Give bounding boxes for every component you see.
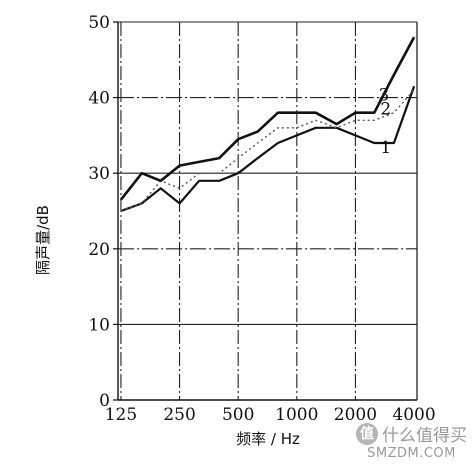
watermark-text: 什么值得买 (382, 426, 467, 446)
series-line-3 (119, 36, 416, 201)
x-tick-label: 250 (163, 405, 195, 425)
axes (113, 21, 418, 401)
series-line-1 (120, 85, 416, 213)
watermark: 值 什么值得买 SMZDM.COM (356, 421, 467, 461)
x-tick-label: 1000 (275, 405, 318, 425)
x-tick-label: 4000 (392, 405, 435, 425)
watermark-domain: SMZDM.COM (367, 446, 456, 461)
series-label-1: 1 (380, 138, 391, 158)
series-line-2 (120, 89, 415, 212)
x-tick-label: 2000 (334, 405, 377, 425)
y-tick-label: 0 (99, 391, 110, 411)
series-label-3: 3 (378, 86, 389, 106)
y-tick-label: 20 (88, 240, 110, 260)
series-label-2: 2 (380, 99, 391, 119)
y-tick-label: 40 (88, 89, 110, 109)
x-tick-label: 125 (105, 405, 137, 425)
grid (118, 21, 417, 400)
y-axis-title: 隔声量/dB (34, 205, 52, 275)
watermark-logo-icon: 值 (356, 422, 378, 445)
y-tick-label: 30 (88, 164, 110, 184)
x-tick-label: 500 (222, 405, 254, 425)
series-layer (119, 36, 416, 213)
y-tick-label: 10 (88, 315, 110, 335)
y-tick-label: 50 (88, 13, 110, 33)
tick-labels: 0 10 20 30 40 50 125 250 500 1000 2000 4000 (88, 13, 435, 425)
x-axis-title: 频率 / Hz (236, 430, 300, 448)
series-labels: 1 23 (378, 86, 391, 158)
